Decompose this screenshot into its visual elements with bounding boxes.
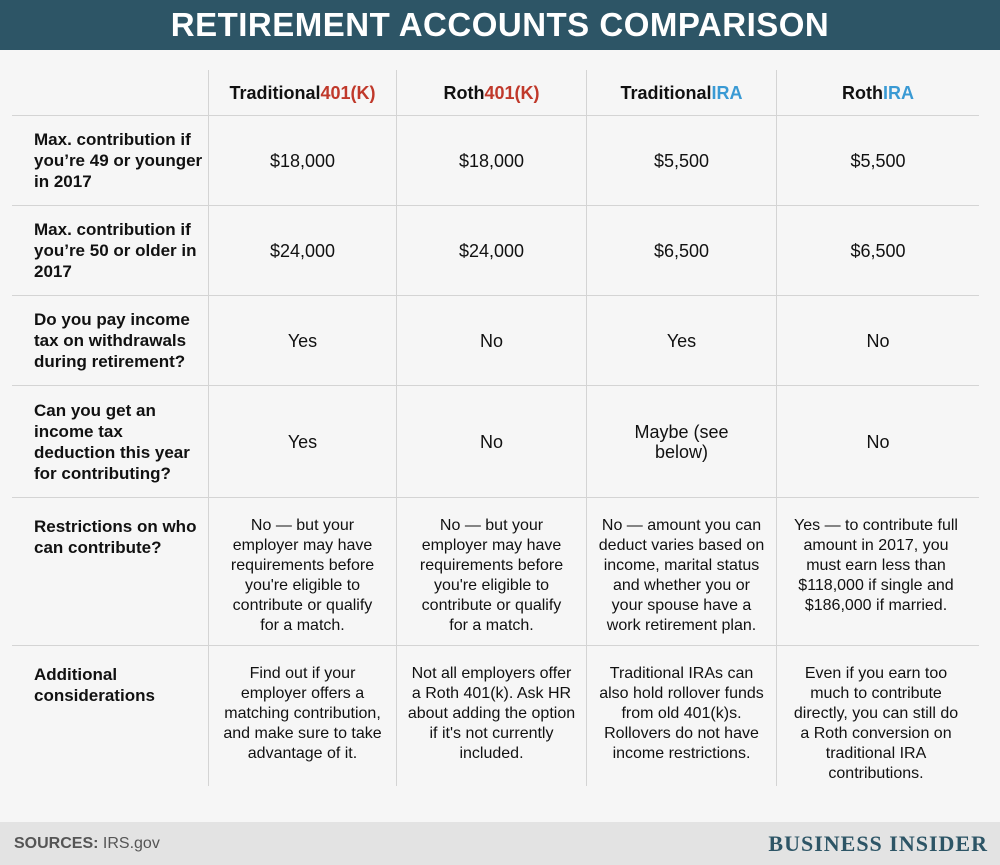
column-header-highlight: IRA [882,82,914,103]
column-header-prefix: Traditional [620,82,712,103]
table-cell: $6,500 [776,206,979,296]
column-header-roth-ira: Roth IRA [776,70,979,116]
column-header-traditional-ira: Traditional IRA [586,70,776,116]
table-cell: No [396,386,586,498]
table-cell: Traditional IRAs can also hold rollover … [586,646,776,786]
table-cell: Even if you earn too much to contribute … [776,646,979,786]
header-empty-cell [12,70,208,116]
table-cell: Not all employers offer a Roth 401(k). A… [396,646,586,786]
row-label-tax-deduction: Can you get an income tax deduction this… [12,386,208,498]
table-cell: Maybe (see below) [586,386,776,498]
column-header-highlight: 401(K) [320,82,376,103]
table-cell: $18,000 [396,116,586,206]
brand-logo: BUSINESS INSIDER [768,830,988,856]
table-cell: $5,500 [776,116,979,206]
row-label-income-tax-withdrawals: Do you pay income tax on withdrawals dur… [12,296,208,386]
column-header-prefix: Roth [443,82,485,103]
footer: SOURCES: IRS.gov BUSINESS INSIDER [0,822,1000,865]
table-cell: No [396,296,586,386]
table-cell: No — but your employer may have requirem… [208,498,396,646]
table-cell: No [776,386,979,498]
table-cell: No — amount you can deduct varies based … [586,498,776,646]
table-cell: No [776,296,979,386]
page-title: RETIREMENT ACCOUNTS COMPARISON [170,6,830,43]
column-header-prefix: Roth [842,82,883,103]
table-cell: No — but your employer may have requirem… [396,498,586,646]
column-header-prefix: Traditional [229,82,321,103]
table-cell: $18,000 [208,116,396,206]
column-header-highlight: 401(K) [484,82,540,103]
row-label-restrictions: Restrictions on who can contribute? [12,498,208,646]
title-bar: RETIREMENT ACCOUNTS COMPARISON [0,0,1000,50]
table-cell: $6,500 [586,206,776,296]
table-cell: Yes [586,296,776,386]
table-cell: Find out if your employer offers a match… [208,646,396,786]
column-header-roth-401k: Roth 401(K) [396,70,586,116]
comparison-table: Traditional 401(K) Roth 401(K) Tradition… [12,70,1000,786]
sources-label: SOURCES: [14,834,99,852]
table-cell: Yes [208,296,396,386]
table-cell: Yes — to contribute full amount in 2017,… [776,498,979,646]
table-cell: $24,000 [396,206,586,296]
row-label-max-contribution-49: Max. contribution if you’re 49 or younge… [12,116,208,206]
table-cell: $5,500 [586,116,776,206]
column-header-traditional-401k: Traditional 401(K) [208,70,396,116]
row-label-max-contribution-50: Max. contribution if you’re 50 or older … [12,206,208,296]
sources-note: SOURCES: IRS.gov [14,835,160,853]
table-cell: $24,000 [208,206,396,296]
column-header-highlight: IRA [711,82,743,103]
table-cell: Yes [208,386,396,498]
sources-value: IRS.gov [98,834,160,852]
row-label-additional-considerations: Additional considerations [34,665,155,705]
